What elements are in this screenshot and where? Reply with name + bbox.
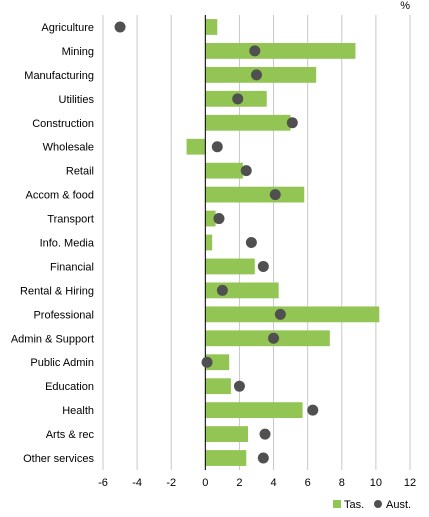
dot	[249, 45, 261, 57]
dot	[274, 308, 286, 320]
bar	[205, 282, 279, 299]
category-label: Admin & Support	[11, 333, 94, 345]
bar	[205, 258, 255, 275]
x-tick-label: -2	[166, 477, 176, 489]
dot	[286, 117, 298, 129]
category-label: Retail	[66, 166, 94, 178]
bar	[205, 378, 231, 395]
category-label: Health	[62, 405, 94, 417]
bar	[205, 402, 303, 419]
category-label: Wholesale	[43, 142, 94, 154]
category-label: Education	[45, 381, 94, 393]
category-label: Accom & food	[26, 190, 94, 202]
dot	[307, 404, 319, 416]
dot	[257, 452, 269, 464]
category-label: Agriculture	[41, 22, 94, 34]
category-label: Public Admin	[30, 357, 94, 369]
category-label: Utilities	[59, 94, 95, 106]
category-label: Transport	[47, 214, 94, 226]
category-label: Construction	[32, 118, 94, 130]
dot	[257, 260, 269, 272]
legend-label: Aust.	[386, 499, 411, 511]
x-tick-label: 4	[270, 477, 276, 489]
dot	[211, 141, 223, 153]
dot	[240, 165, 252, 177]
category-label: Other services	[23, 453, 94, 465]
legend-swatch-dot	[374, 500, 382, 508]
bar	[205, 354, 230, 371]
dot	[216, 284, 228, 296]
category-label: Mining	[62, 46, 94, 58]
dot	[259, 428, 271, 440]
dot	[245, 237, 257, 248]
unit-label: %	[400, 0, 410, 12]
x-tick-label: -4	[132, 477, 142, 489]
dot	[251, 69, 262, 81]
x-tick-label: 12	[404, 477, 416, 489]
bar	[205, 162, 243, 179]
bar	[205, 186, 305, 203]
dot	[233, 380, 245, 392]
bar	[205, 43, 356, 59]
x-tick-label: -6	[98, 477, 108, 489]
bar	[205, 210, 216, 227]
legend-swatch-bar	[333, 500, 341, 508]
dot	[201, 356, 213, 368]
bar	[186, 138, 206, 155]
bar	[205, 234, 213, 251]
category-label: Rental & Hiring	[20, 285, 94, 297]
dots	[114, 21, 319, 464]
category-label: Arts & rec	[46, 429, 95, 441]
category-label: Financial	[50, 261, 94, 273]
legend: Tas. Aust.	[333, 499, 411, 511]
bar	[205, 426, 248, 442]
bar	[205, 306, 380, 323]
bar	[205, 114, 291, 131]
bar	[205, 450, 247, 466]
category-label: Info. Media	[40, 238, 95, 250]
category-label: Professional	[33, 309, 94, 321]
dot	[269, 189, 281, 201]
dot	[232, 93, 244, 105]
bar	[205, 330, 330, 347]
x-tick-label: 10	[370, 477, 382, 489]
bars	[186, 19, 380, 466]
x-tick-label: 0	[202, 477, 208, 489]
dot	[268, 332, 280, 344]
bar	[205, 19, 218, 35]
x-tick-labels: -6 -4 -2 0 2 4 6 8 10 12	[98, 477, 416, 489]
x-tick-label: 8	[339, 477, 345, 489]
legend-label: Tas.	[344, 499, 364, 511]
x-tick-label: 6	[305, 477, 311, 489]
dot	[213, 213, 225, 225]
category-label: Manufacturing	[24, 70, 94, 82]
category-labels: Agriculture Mining Manufacturing Utilities C…	[11, 22, 95, 465]
x-tick-label: 2	[236, 477, 242, 489]
dot	[114, 21, 126, 33]
